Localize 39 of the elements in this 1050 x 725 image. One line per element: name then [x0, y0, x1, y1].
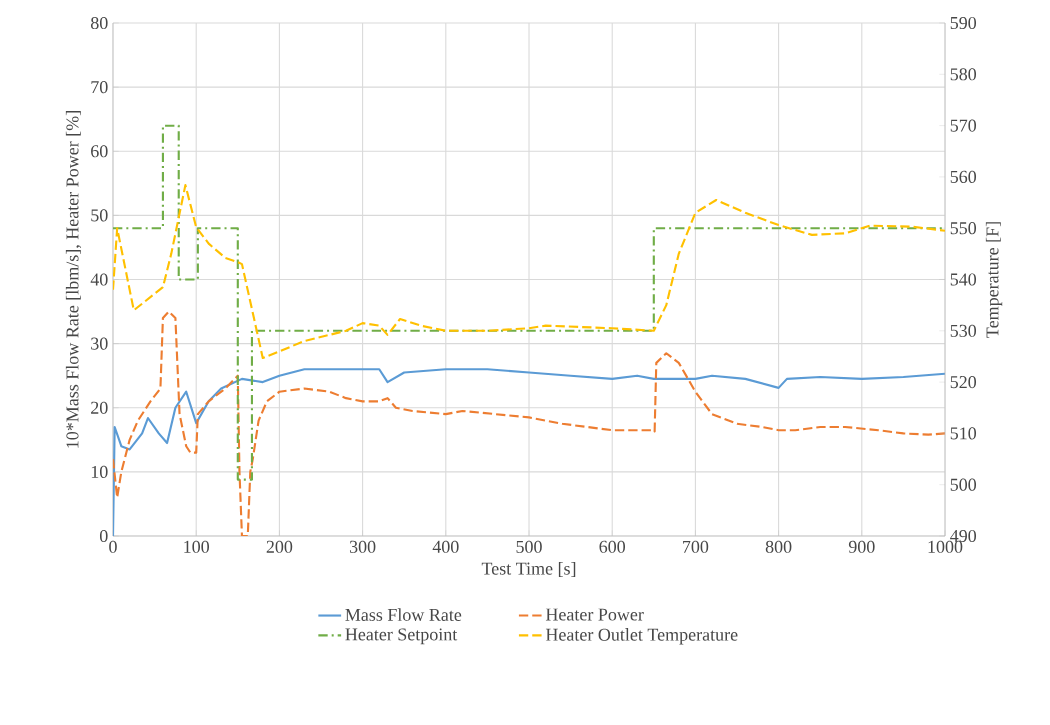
y2-tick-label: 560	[950, 170, 977, 183]
x-tick-label: 400	[432, 540, 459, 553]
y2-tick-label: 550	[950, 222, 977, 235]
x-tick-label: 500	[516, 540, 542, 553]
x-tick-label: 800	[765, 540, 792, 553]
x-tick-label: 0	[109, 540, 117, 553]
x-tick-label: 200	[266, 540, 293, 553]
legend-label: Heater Power	[545, 608, 644, 621]
y-tick-label: 80	[90, 16, 108, 30]
y-tick-label: 0	[99, 529, 108, 543]
y2-tick-label: 490	[950, 529, 977, 543]
y2-tick-label: 510	[950, 427, 977, 440]
legend-label: Heater Setpoint	[345, 628, 458, 645]
y2-tick-label: 540	[950, 273, 977, 286]
x-tick-label: 600	[599, 540, 626, 553]
x-tick-label: 1000	[928, 540, 963, 553]
x-tick-label: 900	[848, 540, 875, 553]
y2-tick-label: 570	[950, 119, 977, 132]
y-tick-label: 20	[91, 401, 108, 414]
x-tick-label: 300	[349, 540, 376, 553]
y2-tick-label: 580	[950, 68, 977, 81]
legend-label: Heater Outlet Temperature	[545, 628, 738, 645]
x-axis-title: Test Time [s]	[481, 562, 576, 577]
y2-tick-label: 500	[950, 478, 977, 491]
line-series	[113, 184, 946, 360]
y-tick-label: 10	[91, 465, 108, 478]
x-tick-label: 100	[184, 540, 210, 553]
x-tick-label: 700	[683, 540, 709, 553]
y2-tick-label: 530	[950, 324, 977, 337]
y2-tick-label: 590	[950, 16, 977, 30]
y-tick-label: 30	[91, 337, 108, 350]
y2-tick-label: 520	[950, 376, 977, 389]
legend-label: Mass Flow Rate	[345, 608, 462, 621]
y-axis-title: 10*Mass Flow Rate [lbm/s], Heater Power [%]	[65, 111, 82, 448]
y-tick-label: 60	[91, 145, 108, 158]
y-tick-label: 70	[91, 81, 108, 94]
y-tick-label: 50	[91, 209, 108, 222]
y-tick-label: 40	[90, 273, 108, 286]
y2-axis-title: Temperature [F]	[985, 222, 1003, 338]
